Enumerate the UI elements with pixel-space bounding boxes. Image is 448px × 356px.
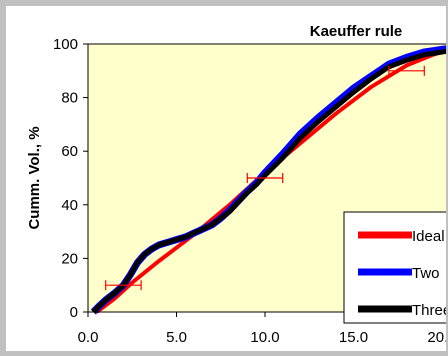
chart-svg: 0 20 40 60 80 100 0.0 5.0 10.0 15.0 20.0 Kaeuffer … [26,23,448,346]
y-tick-label: 60 [61,143,78,160]
chart-area: 0 20 40 60 80 100 0.0 5.0 10.0 15.0 20.0 Kaeuffer … [6,6,448,351]
x-tick-label: 20.0 [427,329,446,346]
x-tick-label: 10.0 [250,329,279,346]
y-axis-label: Cumm. Vol., % [26,126,43,229]
axes: 0 20 40 60 80 100 0.0 5.0 10.0 15.0 20.0 [53,36,448,346]
y-tick-label: 40 [61,197,78,214]
x-tick-label: 5.0 [166,329,187,346]
legend-label-ideal: Ideal [412,228,445,245]
plot-border [87,43,448,313]
legend-label-three: Three [412,302,446,319]
y-tick-label: 100 [53,36,78,53]
y-tick-label: 20 [61,250,78,267]
legend-label-two: Two [412,265,440,282]
y-tick-label: 0 [70,304,78,321]
x-tick-label: 0.0 [78,329,99,346]
chart-marks [90,44,448,315]
chart-title: Kaeuffer rule [310,23,403,40]
series-line-three [91,48,448,314]
x-tick-label: 15.0 [339,329,368,346]
legend: Ideal Two Three [343,211,448,324]
legend-box [343,211,448,324]
y-tick-label: 80 [61,90,78,107]
